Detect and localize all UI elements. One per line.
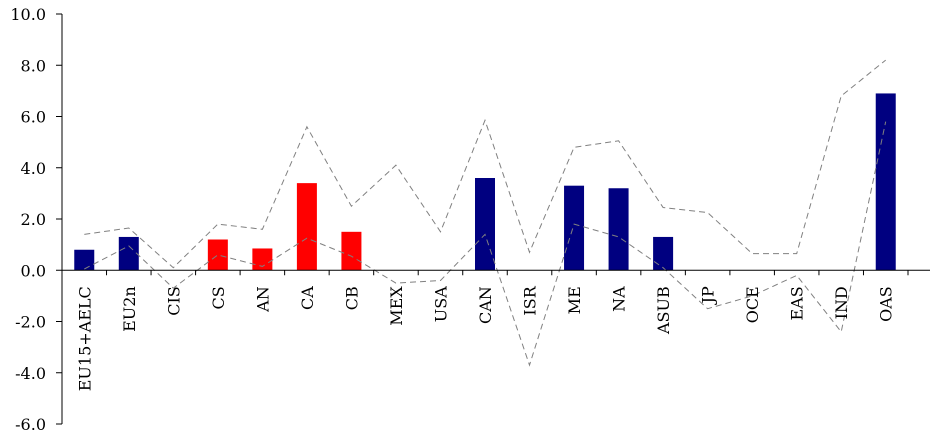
category-label: ISR bbox=[521, 285, 540, 315]
category-label: CA bbox=[298, 286, 317, 310]
bar bbox=[608, 188, 629, 271]
y-tick-label: -4.0 bbox=[15, 364, 46, 383]
category-label: IND bbox=[832, 286, 851, 319]
bar bbox=[252, 248, 273, 271]
bar bbox=[207, 239, 228, 271]
bar bbox=[564, 185, 585, 271]
bars bbox=[74, 93, 896, 271]
category-label: EU15+AELC bbox=[75, 286, 94, 391]
category-label: EU2n bbox=[120, 286, 139, 332]
category-label: OAS bbox=[877, 286, 896, 322]
category-label: CB bbox=[342, 286, 361, 310]
y-tick-label: -2.0 bbox=[15, 313, 46, 332]
y-tick-label: 0.0 bbox=[21, 261, 46, 280]
y-tick-label: 2.0 bbox=[21, 210, 46, 229]
category-label: AN bbox=[253, 286, 272, 313]
series-line-1 bbox=[84, 59, 887, 269]
y-tick-label: 8.0 bbox=[21, 56, 46, 75]
category-label: USA bbox=[431, 286, 450, 322]
category-label: OCE bbox=[743, 286, 762, 323]
category-label: ASUB bbox=[654, 286, 673, 335]
y-tick-label: -6.0 bbox=[15, 415, 46, 434]
category-label: CS bbox=[209, 286, 228, 309]
category-label: MEX bbox=[387, 286, 406, 326]
x-axis bbox=[61, 269, 930, 276]
y-tick-label: 10.0 bbox=[10, 5, 46, 24]
category-label: JP bbox=[699, 286, 718, 305]
category-label: ME bbox=[565, 286, 584, 314]
y-axis: 10.0 8.0 6.0 4.0 2.0 0.0 -2.0 -4.0 -6.0 bbox=[10, 5, 63, 434]
bar bbox=[74, 249, 95, 271]
y-tick-label: 6.0 bbox=[21, 108, 46, 127]
bar bbox=[875, 93, 896, 271]
bar bbox=[341, 231, 362, 271]
category-labels: EU15+AELC EU2n CIS CS AN CA CB MEX USA CAN ISR ME NA… bbox=[75, 285, 895, 391]
series-lines bbox=[84, 59, 887, 367]
bar bbox=[475, 178, 495, 271]
bar bbox=[296, 183, 317, 271]
category-label: NA bbox=[610, 286, 629, 312]
category-label: EAS bbox=[788, 286, 807, 320]
bar bbox=[653, 236, 674, 271]
category-label: CAN bbox=[476, 286, 495, 324]
bar bbox=[118, 236, 139, 271]
y-tick-label: 4.0 bbox=[21, 159, 46, 178]
series-line-2 bbox=[84, 121, 887, 367]
category-label: CIS bbox=[164, 286, 183, 316]
